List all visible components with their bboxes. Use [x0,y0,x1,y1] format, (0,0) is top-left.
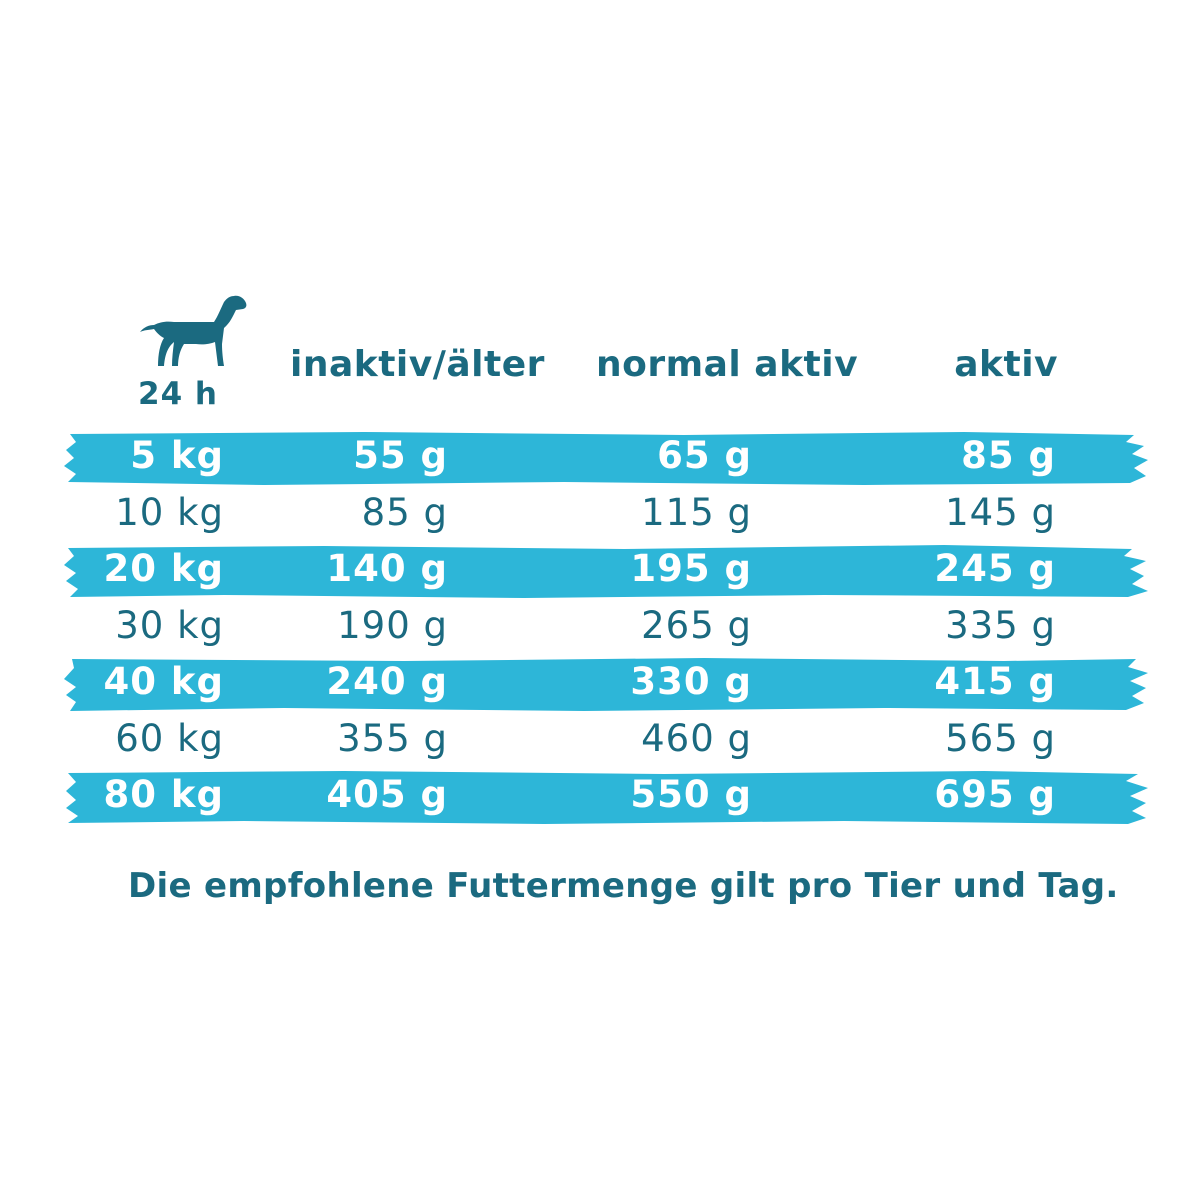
weight-cell: 10 kg [115,491,224,534]
dog-silhouette [140,295,247,366]
weight-cell: 5 kg [130,434,224,477]
column-header-active: aktiv [954,344,1058,385]
table-row: 10 kg 85 g 115 g 145 g [64,487,1150,543]
table-row: 80 kg 405 g 550 g 695 g [64,769,1150,825]
active-amount-cell: 145 g [945,491,1056,534]
table-row: 60 kg 355 g 460 g 565 g [64,713,1150,769]
weight-cell: 60 kg [115,717,224,760]
row-highlight-band [66,771,1148,824]
inactive-amount-cell: 405 g [326,773,448,816]
hours-label: 24 h [138,376,219,412]
active-amount-cell: 695 g [934,773,1056,816]
normal-amount-cell: 65 g [657,434,752,477]
inactive-amount-cell: 140 g [326,547,448,590]
inactive-amount-cell: 240 g [326,660,448,703]
weight-cell: 80 kg [103,773,224,816]
inactive-amount-cell: 190 g [337,604,448,647]
table-row: 20 kg 140 g 195 g 245 g [64,543,1150,599]
normal-amount-cell: 550 g [630,773,752,816]
normal-amount-cell: 195 g [630,547,752,590]
table-row: 30 kg 190 g 265 g 335 g [64,600,1150,656]
weight-cell: 20 kg [103,547,224,590]
inactive-amount-cell: 355 g [337,717,448,760]
normal-amount-cell: 115 g [641,491,752,534]
weight-cell: 40 kg [103,660,224,703]
footnote: Die empfohlene Futtermenge gilt pro Tier… [128,866,1119,906]
weight-cell: 30 kg [115,604,224,647]
row-highlight-band [64,658,1148,711]
inactive-amount-cell: 55 g [353,434,448,477]
normal-amount-cell: 330 g [630,660,752,703]
active-amount-cell: 245 g [934,547,1056,590]
table-row: 40 kg 240 g 330 g 415 g [64,656,1150,712]
normal-amount-cell: 265 g [641,604,752,647]
row-highlight-band [64,432,1148,485]
dog-icon [140,295,247,366]
active-amount-cell: 415 g [934,660,1056,703]
column-header-inactive: inaktiv/älter [290,344,545,385]
column-header-normal-active: normal aktiv [596,344,859,385]
active-amount-cell: 565 g [945,717,1056,760]
table-row: 5 kg 55 g 65 g 85 g [64,430,1150,486]
active-amount-cell: 335 g [945,604,1056,647]
active-amount-cell: 85 g [961,434,1056,477]
inactive-amount-cell: 85 g [361,491,448,534]
row-highlight-band [64,545,1148,598]
normal-amount-cell: 460 g [641,717,752,760]
